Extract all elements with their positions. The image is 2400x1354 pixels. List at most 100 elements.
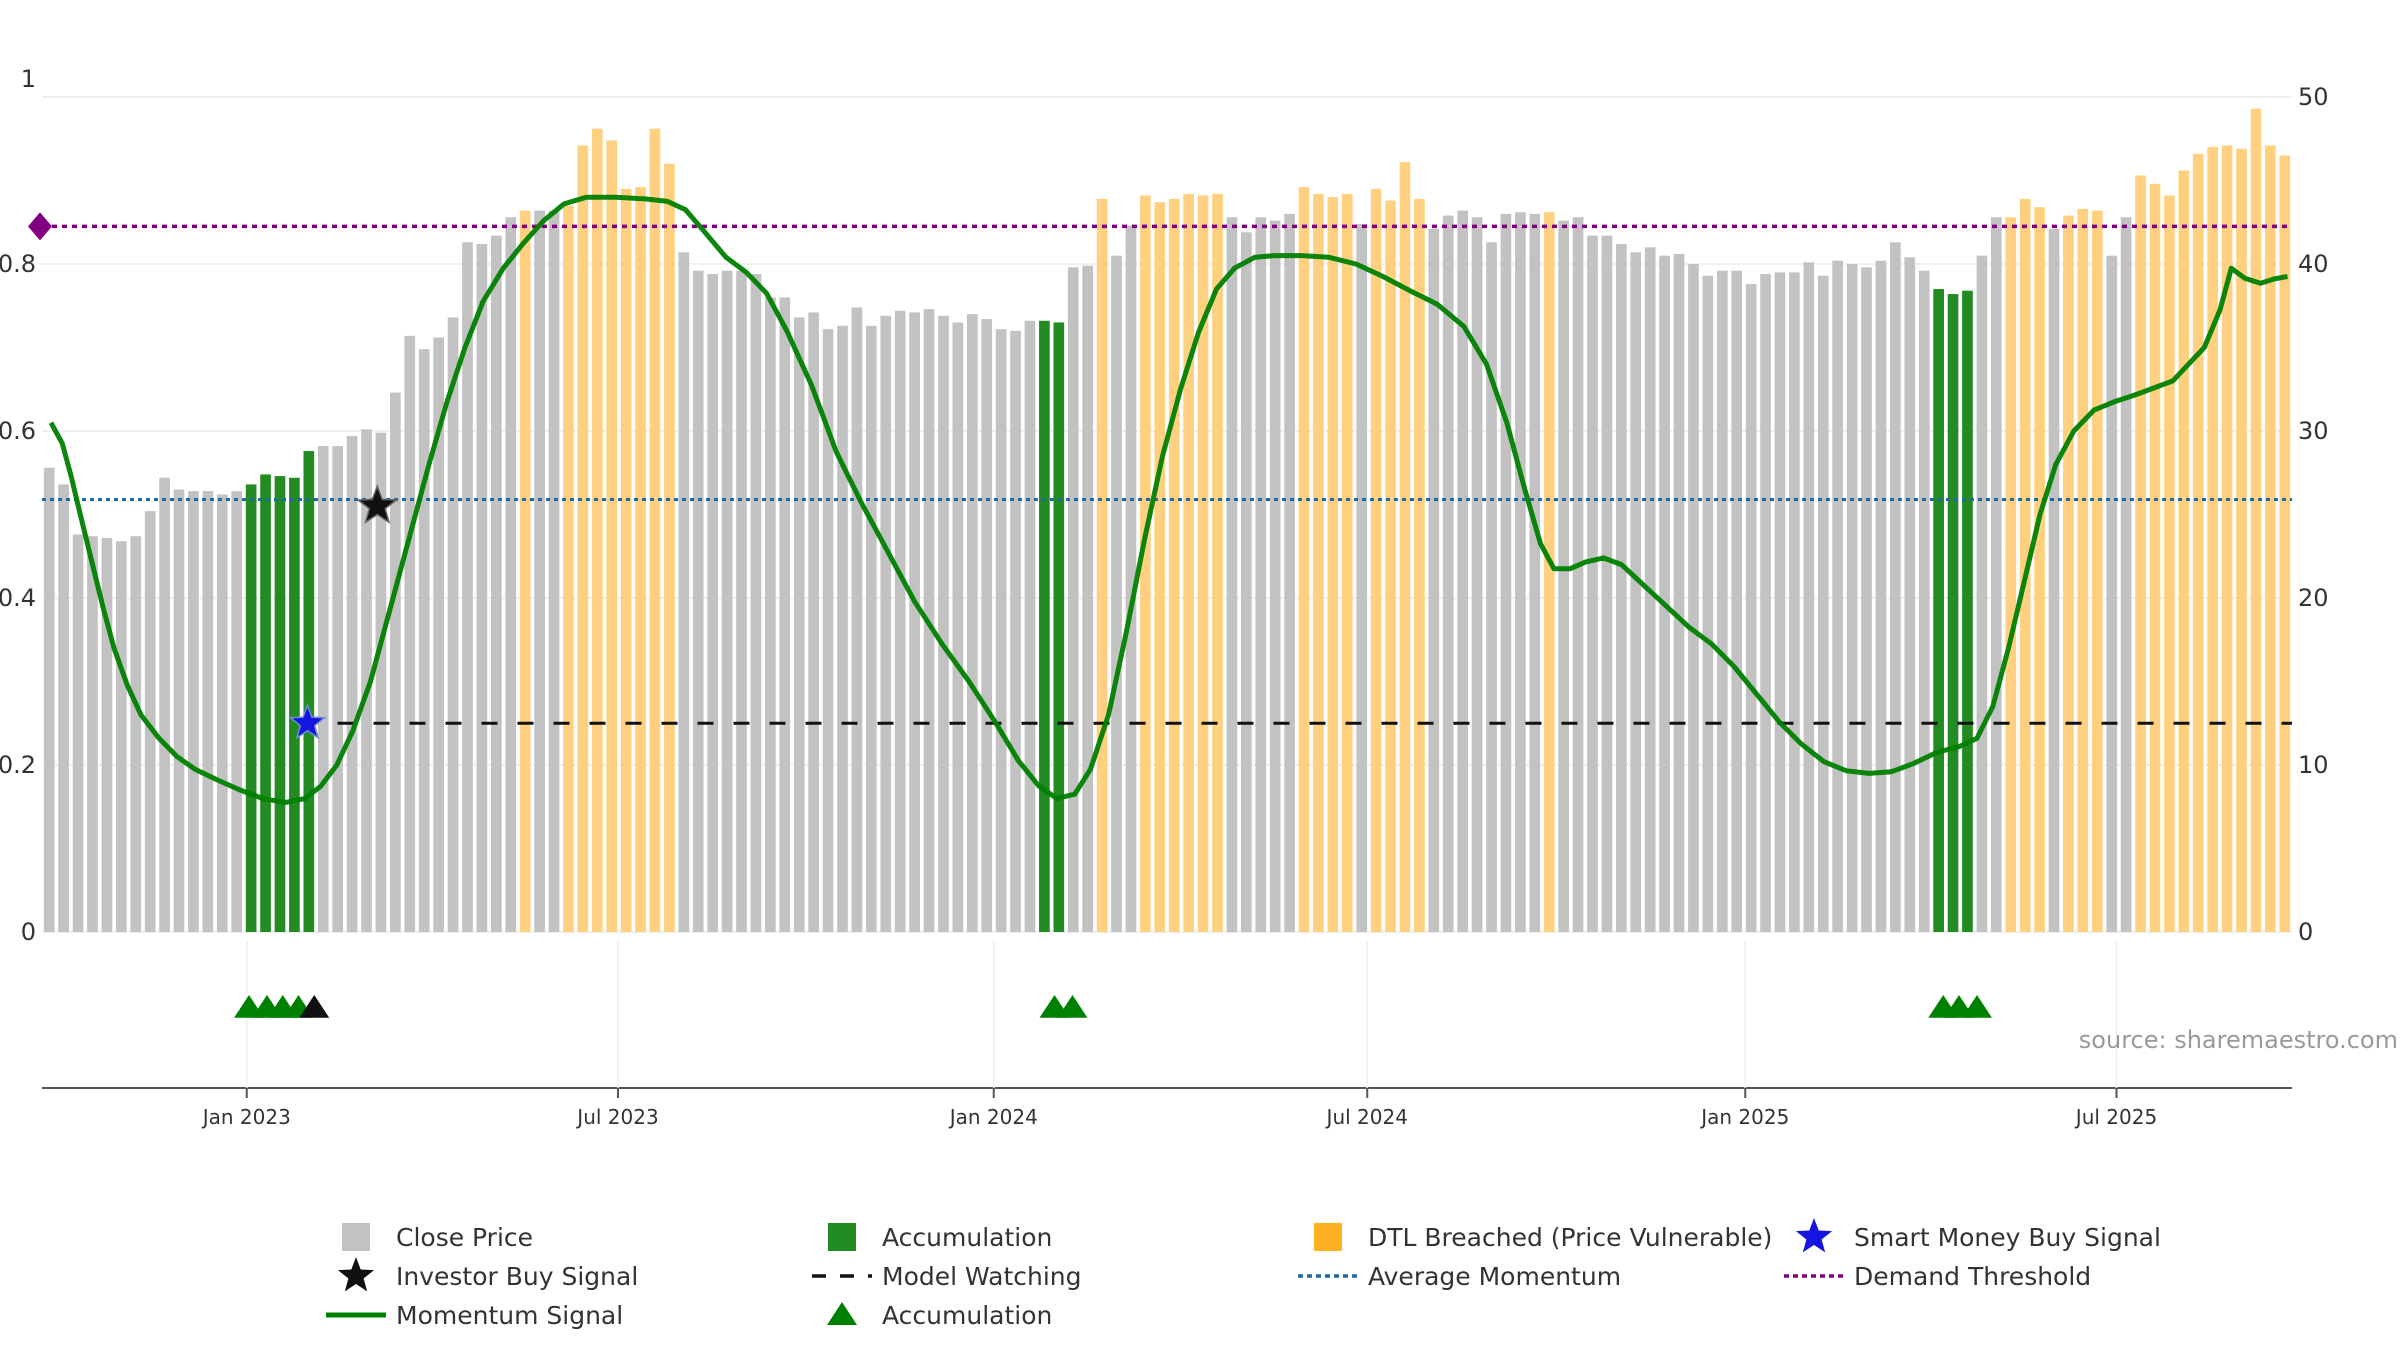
close-price-bar	[390, 392, 401, 933]
close-price-bar	[1226, 217, 1238, 933]
dtl-breached-bar	[591, 128, 603, 933]
close-price-bar	[144, 511, 156, 932]
left-tick-label: 1	[21, 65, 36, 93]
accumulation-bar	[245, 484, 257, 932]
close-price-bar	[1918, 270, 1930, 932]
dtl-breached-bar	[519, 210, 531, 932]
dtl-breached-bar	[664, 163, 675, 933]
close-price-bar	[952, 322, 964, 932]
close-price-bar	[1745, 284, 1757, 932]
dtl-breached-bar	[2091, 210, 2103, 932]
close-price-bar	[87, 536, 98, 932]
legend: Close Price Accumulation DTL Breached (Pri…	[326, 1218, 2161, 1330]
close-price-bar	[404, 335, 416, 932]
close-price-bar	[505, 217, 517, 933]
x-tick-label: Jan 2025	[1699, 1105, 1789, 1129]
close-price-bar	[476, 243, 488, 932]
close-price-bar	[1659, 255, 1670, 932]
dtl-breached-bar	[2178, 170, 2190, 933]
legend-demand-threshold-label: Demand Threshold	[1854, 1262, 2091, 1291]
dtl-breached-bar	[2019, 198, 2031, 932]
legend-model-watching-label: Model Watching	[882, 1262, 1082, 1291]
close-price-bar	[361, 429, 372, 932]
close-price-bar	[1082, 265, 1094, 932]
legend-accumulation-icon	[828, 1223, 856, 1251]
close-price-bar	[490, 235, 502, 933]
close-price-bar	[837, 325, 848, 932]
close-price-bar	[1673, 253, 1685, 933]
dtl-breached-bar	[2192, 153, 2204, 932]
close-price-bar	[865, 325, 877, 932]
dtl-breached-bar	[2164, 195, 2175, 932]
investor-buy-signal-star	[356, 483, 399, 525]
close-price-bar	[995, 329, 1007, 932]
close-price-bar	[2120, 217, 2132, 933]
close-price-bar	[966, 314, 978, 933]
close-price-bar	[1515, 212, 1526, 933]
dtl-breached-bar	[1341, 193, 1353, 933]
gridlines	[42, 96, 2292, 933]
dtl-breached-bar	[1543, 212, 1555, 933]
close-price-bar	[1428, 228, 1440, 932]
close-price-bar	[1803, 262, 1815, 933]
close-price-bar	[548, 210, 560, 932]
dtl-breached-bar	[1154, 202, 1166, 932]
dtl-breached-bar	[1168, 198, 1180, 932]
close-price-bar	[462, 242, 473, 933]
close-price-bar	[1731, 270, 1743, 932]
close-price-bar	[115, 541, 127, 932]
dtl-breached-bar	[1298, 187, 1310, 932]
x-tick-label: Jul 2025	[2074, 1105, 2157, 1129]
close-price-bar	[1601, 235, 1613, 933]
close-price-bar	[736, 270, 747, 932]
legend-accumulation-marker-icon	[827, 1302, 857, 1325]
dtl-breached-bar	[635, 187, 646, 932]
close-price-bar	[692, 270, 704, 932]
close-price-bar	[1269, 220, 1281, 932]
dtl-breached-bar	[620, 188, 632, 933]
dtl-breached-bar	[1414, 198, 1425, 932]
close-price-bar	[1846, 264, 1858, 932]
dtl-breached-bar	[1385, 200, 1396, 933]
left-tick-label: 0.6	[0, 417, 36, 445]
lower-panel: Jan 2023 Jul 2023 Jan 2024 Jul 2024 Jan 2025…	[42, 940, 2292, 1129]
close-price-bar	[1111, 255, 1122, 932]
close-price-bar	[1702, 275, 1714, 932]
dtl-breached-bar	[2034, 207, 2045, 933]
legend-close-price-label: Close Price	[396, 1223, 533, 1252]
close-price-bar	[793, 317, 805, 932]
close-price-bar	[1067, 267, 1079, 933]
close-price-bar	[1904, 257, 1916, 932]
close-price-bar	[1990, 217, 2002, 933]
right-tick-label: 10	[2298, 751, 2329, 779]
close-price-bar	[1875, 260, 1887, 932]
close-price-bar	[1500, 213, 1512, 932]
close-price-bar	[1010, 330, 1021, 932]
close-price-bar	[1457, 210, 1469, 932]
dtl-breached-bar	[1212, 193, 1223, 933]
close-price-bar	[1125, 225, 1137, 933]
accumulation-bar	[1053, 322, 1065, 932]
close-price-bar	[851, 307, 863, 932]
close-price-bar	[433, 337, 444, 933]
close-price-bar	[1587, 235, 1598, 933]
dtl-breached-bar	[2135, 175, 2146, 933]
close-price-bar	[1442, 215, 1454, 932]
close-price-bar	[1817, 275, 1829, 932]
close-price-bar	[43, 467, 55, 932]
close-price-bar	[2048, 228, 2060, 932]
close-price-bar	[2106, 255, 2118, 932]
close-price-bar	[1716, 270, 1728, 932]
dtl-breached-bar	[2077, 208, 2089, 932]
accumulation-bar	[274, 476, 286, 932]
right-tick-label: 50	[2298, 83, 2329, 111]
legend-dtl-breached-label: DTL Breached (Price Vulnerable)	[1368, 1223, 1772, 1252]
close-price-bar	[375, 432, 387, 932]
close-price-bar	[1861, 267, 1872, 933]
close-price-bar	[1774, 272, 1786, 933]
accumulation-bar	[1962, 290, 1973, 933]
close-price-bar	[332, 446, 344, 932]
left-tick-label: 0.8	[0, 250, 36, 278]
close-price-bar	[202, 491, 214, 932]
